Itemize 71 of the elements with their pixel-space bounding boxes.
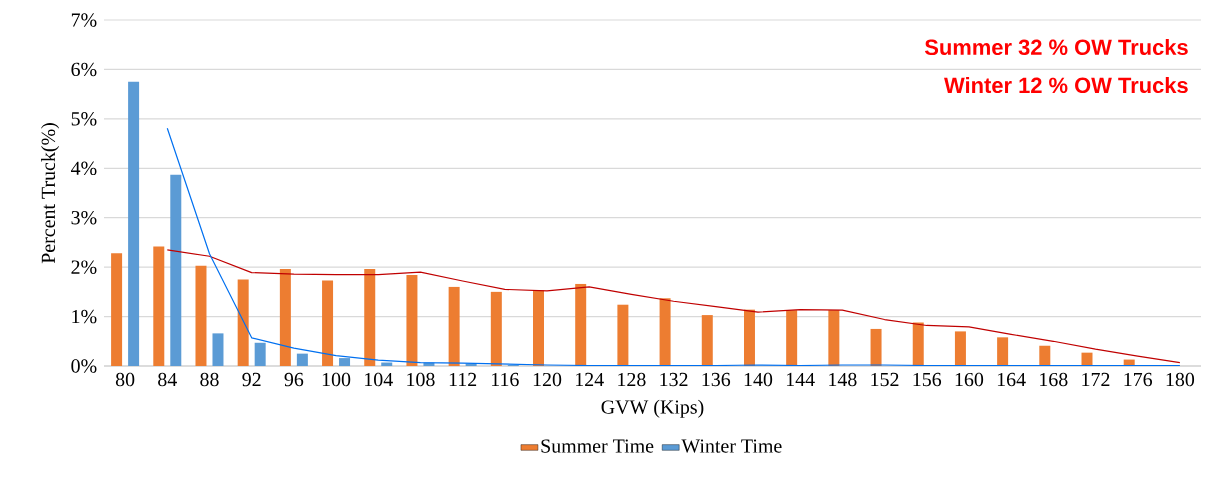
- bar: [212, 333, 224, 366]
- bar: [279, 269, 291, 366]
- bar: [617, 304, 629, 366]
- bar: [237, 279, 249, 366]
- line-series: [166, 249, 1181, 364]
- bar: [912, 322, 924, 366]
- x-tick-label: 96: [284, 372, 304, 387]
- bar: [870, 328, 882, 366]
- bar: [153, 246, 165, 366]
- x-tick-label: 160: [955, 372, 984, 387]
- bar: [533, 290, 545, 366]
- x-tick-label: 132: [660, 372, 688, 387]
- bar: [1081, 352, 1093, 366]
- x-tick-label: 100: [322, 372, 351, 387]
- x-tick-label: 168: [1040, 372, 1068, 387]
- x-tick-label: 80: [115, 372, 135, 387]
- bar: [997, 337, 1009, 366]
- y-tick-label: 7%: [71, 13, 97, 27]
- x-tick-label: 148: [829, 372, 857, 387]
- x-tick-label: 136: [702, 372, 731, 387]
- bar: [128, 81, 140, 366]
- bar: [828, 310, 840, 366]
- x-tick-label: 180: [1166, 372, 1195, 387]
- bar: [659, 298, 671, 366]
- x-tick-label: 108: [407, 372, 435, 387]
- bar: [701, 315, 713, 366]
- x-tick-label: 84: [158, 372, 177, 387]
- y-tick-label: 2%: [71, 260, 97, 274]
- x-tick-label: 128: [618, 372, 646, 387]
- x-axis-title: GVW (Kips): [601, 399, 704, 418]
- x-tick-label: 92: [242, 372, 261, 387]
- x-tick-label: 120: [533, 372, 562, 387]
- bar: [1039, 345, 1051, 366]
- y-axis-title: Percent Truck(%): [41, 123, 60, 264]
- legend-label: Winter Time: [681, 439, 782, 453]
- x-tick-label: 104: [365, 372, 393, 387]
- bar: [786, 310, 798, 366]
- bar: [339, 358, 351, 366]
- bar: [364, 269, 376, 366]
- x-tick-label: 176: [1124, 372, 1153, 387]
- bar: [490, 291, 502, 366]
- annotation: Summer 32 % OW Trucks: [924, 38, 1188, 56]
- bar: [448, 286, 460, 366]
- bar: [322, 280, 334, 366]
- x-tick-label: 156: [913, 372, 942, 387]
- x-tick-label: 152: [871, 372, 899, 387]
- bar: [170, 174, 182, 366]
- bar: [743, 309, 755, 366]
- x-tick-label: 172: [1082, 372, 1110, 387]
- x-tick-label: 88: [200, 372, 219, 387]
- y-tick-label: 4%: [70, 161, 97, 176]
- y-tick-label: 5%: [71, 112, 97, 126]
- y-tick-label: 0%: [71, 359, 97, 373]
- bar: [575, 283, 587, 366]
- x-tick-label: 112: [449, 372, 477, 387]
- bar: [954, 331, 966, 366]
- x-tick-label: 116: [491, 372, 519, 387]
- x-tick-label: 124: [576, 372, 604, 387]
- bar: [254, 342, 266, 366]
- bar: [111, 253, 123, 366]
- y-tick-label: 6%: [71, 62, 97, 77]
- bar: [296, 353, 308, 366]
- bar: [195, 265, 207, 366]
- y-tick-label: 3%: [71, 210, 97, 225]
- annotation: Winter 12 % OW Trucks: [944, 77, 1188, 94]
- legend-label: Summer Time: [541, 439, 654, 453]
- x-tick-label: 140: [744, 372, 773, 387]
- x-tick-label: 144: [786, 372, 815, 386]
- y-tick-label: 1%: [72, 309, 97, 324]
- bar: [406, 275, 418, 366]
- x-tick-label: 164: [997, 372, 1026, 387]
